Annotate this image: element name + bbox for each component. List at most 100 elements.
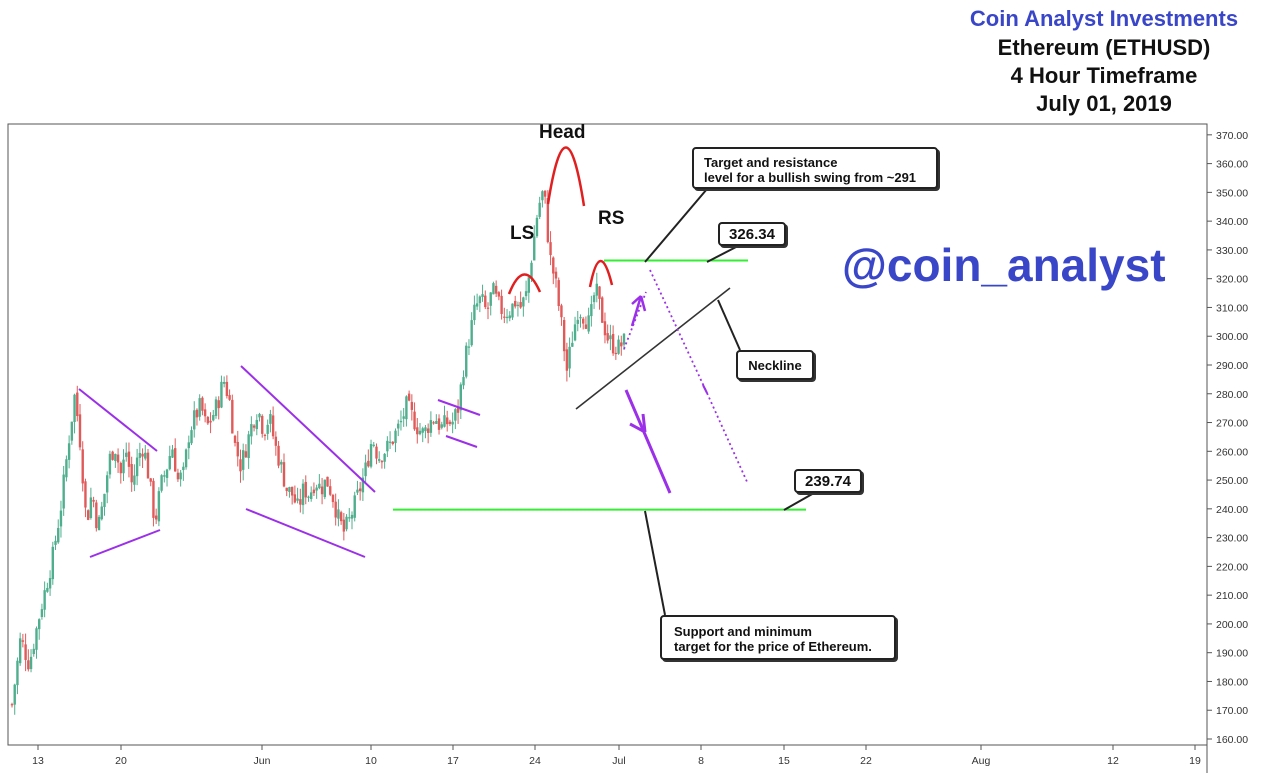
- candle-body: [353, 495, 356, 518]
- x-axis-ticks: 13 20 Jun 10 17 24 Jul 8 15 22 Aug 12 19: [32, 745, 1201, 767]
- y-tick-label: 310.00: [1216, 302, 1248, 314]
- candle-body: [225, 381, 229, 397]
- candle-body: [263, 434, 267, 437]
- candle-body: [116, 454, 120, 463]
- candle-body: [380, 461, 384, 463]
- asset-title: Ethereum (ETHUSD): [997, 35, 1211, 60]
- candle-body: [179, 472, 182, 480]
- candle-body: [21, 640, 25, 642]
- candle-body: [456, 406, 460, 413]
- candle-body: [301, 483, 305, 506]
- candle-body: [135, 457, 139, 477]
- candle-body: [89, 497, 93, 519]
- candle-body: [516, 304, 520, 306]
- candle-body: [522, 297, 525, 307]
- candle-body: [603, 321, 607, 336]
- candle-body: [492, 283, 495, 295]
- candle-body: [364, 462, 367, 477]
- candle-body: [375, 446, 378, 459]
- candle-body: [206, 416, 210, 424]
- candle-body: [609, 335, 612, 340]
- candle-body: [388, 441, 392, 443]
- candle-body: [222, 382, 226, 384]
- candle-body: [418, 430, 422, 435]
- timeframe-title: 4 Hour Timeframe: [1010, 63, 1198, 88]
- candle-body: [133, 475, 136, 485]
- candle-body: [424, 427, 427, 432]
- candle-body: [111, 451, 114, 460]
- candle-body: [622, 333, 626, 345]
- candle-body: [108, 453, 112, 475]
- brand-title: Coin Analyst Investments: [969, 6, 1239, 31]
- candle-body: [193, 410, 196, 430]
- pattern-overlays: [78, 146, 815, 616]
- candle-body: [168, 456, 171, 470]
- candle-body: [478, 296, 482, 304]
- candle-body: [565, 349, 569, 371]
- candle-body: [125, 452, 128, 457]
- candle-body: [65, 459, 68, 478]
- triangle-upper-line: [78, 388, 158, 452]
- wedge-lower-line: [245, 508, 366, 558]
- candle-body: [29, 656, 33, 670]
- candle-body: [54, 540, 57, 545]
- candle-body: [13, 684, 16, 705]
- candle-body: [535, 217, 539, 237]
- candle-body: [350, 514, 354, 519]
- wedge-upper-line: [240, 365, 376, 493]
- candle-body: [337, 509, 340, 519]
- y-tick-label: 190.00: [1216, 648, 1248, 660]
- candle-body: [342, 519, 346, 532]
- candle-body: [86, 510, 90, 520]
- head-arc: [546, 146, 586, 207]
- candle-body: [242, 450, 245, 470]
- candle-body: [557, 280, 560, 307]
- candle-body: [339, 512, 343, 522]
- candle-body: [598, 286, 601, 299]
- candle-body: [214, 399, 218, 416]
- candle-body: [527, 277, 530, 293]
- candle-body: [524, 291, 528, 297]
- y-tick-label: 260.00: [1216, 446, 1248, 458]
- candle-body: [405, 396, 408, 420]
- candle-body: [606, 333, 609, 341]
- candle-body: [174, 448, 177, 472]
- candle-body: [280, 461, 283, 465]
- candle-body: [106, 475, 109, 493]
- candle-body: [508, 315, 511, 319]
- candle-body: [209, 420, 212, 423]
- candle-body: [220, 381, 223, 408]
- candle-body: [46, 587, 49, 592]
- support-callout: Support and minimum target for the price…: [660, 615, 896, 660]
- candle-body: [24, 644, 27, 660]
- candle-body: [119, 462, 122, 474]
- candle-body: [587, 315, 590, 332]
- candle-body: [465, 345, 468, 377]
- candle-body: [481, 294, 484, 298]
- candle-body: [184, 449, 188, 468]
- candle-body: [410, 401, 414, 410]
- y-tick-label: 200.00: [1216, 619, 1248, 631]
- price-high-pointer: [706, 245, 739, 263]
- candle-body: [288, 487, 291, 492]
- candle-body: [144, 452, 147, 459]
- candle-body: [217, 400, 220, 409]
- candle-body: [10, 704, 14, 706]
- x-tick-label: Jun: [254, 755, 271, 767]
- candle-body: [571, 342, 574, 347]
- candle-body: [383, 453, 386, 462]
- candle-body: [454, 409, 457, 421]
- candle-body: [255, 419, 258, 430]
- right-shoulder-label: RS: [598, 208, 625, 229]
- left-shoulder-label: LS: [510, 223, 535, 244]
- candle-body: [437, 418, 441, 430]
- candle-body: [611, 333, 615, 354]
- candle-body: [584, 324, 588, 329]
- candle-body: [195, 409, 199, 418]
- candle-body: [541, 191, 544, 201]
- candle-body: [62, 474, 65, 509]
- flag-lower-line: [445, 435, 478, 448]
- y-tick-label: 230.00: [1216, 533, 1248, 545]
- candle-body: [497, 292, 501, 297]
